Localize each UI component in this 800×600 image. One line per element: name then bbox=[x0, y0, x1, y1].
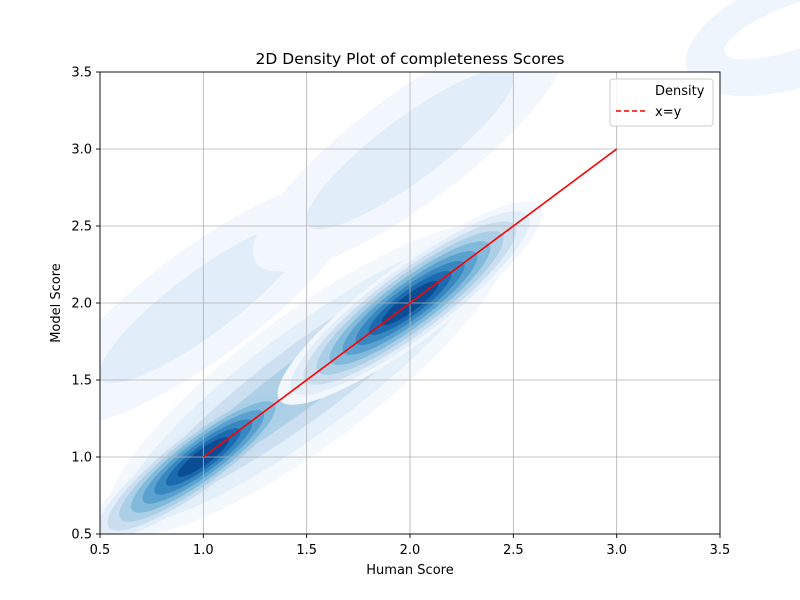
x-tick-label-4: 2.5 bbox=[503, 543, 524, 558]
y-tick-label-1: 1.0 bbox=[71, 451, 92, 466]
y-tick-label-0: 0.5 bbox=[71, 528, 92, 543]
legend-label-xy: x=y bbox=[655, 105, 682, 120]
ticks: 0.5 1.0 1.5 2.0 2.5 3.0 3.5 0.5 1.0 1.5 2.0 2.5 3.0 3… bbox=[71, 66, 730, 559]
y-tick-label-2: 1.5 bbox=[71, 374, 92, 389]
y-tick-label-5: 3.0 bbox=[71, 143, 92, 158]
chart-title: 2D Density Plot of completeness Scores bbox=[256, 50, 565, 68]
x-equals-y-line bbox=[202, 148, 618, 458]
legend: Density x=y bbox=[609, 78, 714, 127]
x-tick-label-6: 3.5 bbox=[710, 543, 731, 558]
y-axis-label: Model Score bbox=[49, 263, 64, 343]
x-tick-label-3: 2.0 bbox=[400, 543, 421, 558]
outside-density-blob bbox=[685, 0, 800, 96]
legend-label-density: Density bbox=[655, 84, 705, 99]
x-tick-label-5: 3.0 bbox=[606, 543, 627, 558]
x-tick-label-0: 0.5 bbox=[90, 543, 111, 558]
y-tick-label-4: 2.5 bbox=[71, 220, 92, 235]
y-tick-label-3: 2.0 bbox=[71, 297, 92, 312]
legend-box bbox=[609, 78, 714, 127]
y-tick-label-6: 3.5 bbox=[71, 66, 92, 81]
x-tick-label-1: 1.0 bbox=[193, 543, 214, 558]
x-tick-label-2: 1.5 bbox=[296, 543, 317, 558]
x-axis-label: Human Score bbox=[366, 563, 453, 578]
